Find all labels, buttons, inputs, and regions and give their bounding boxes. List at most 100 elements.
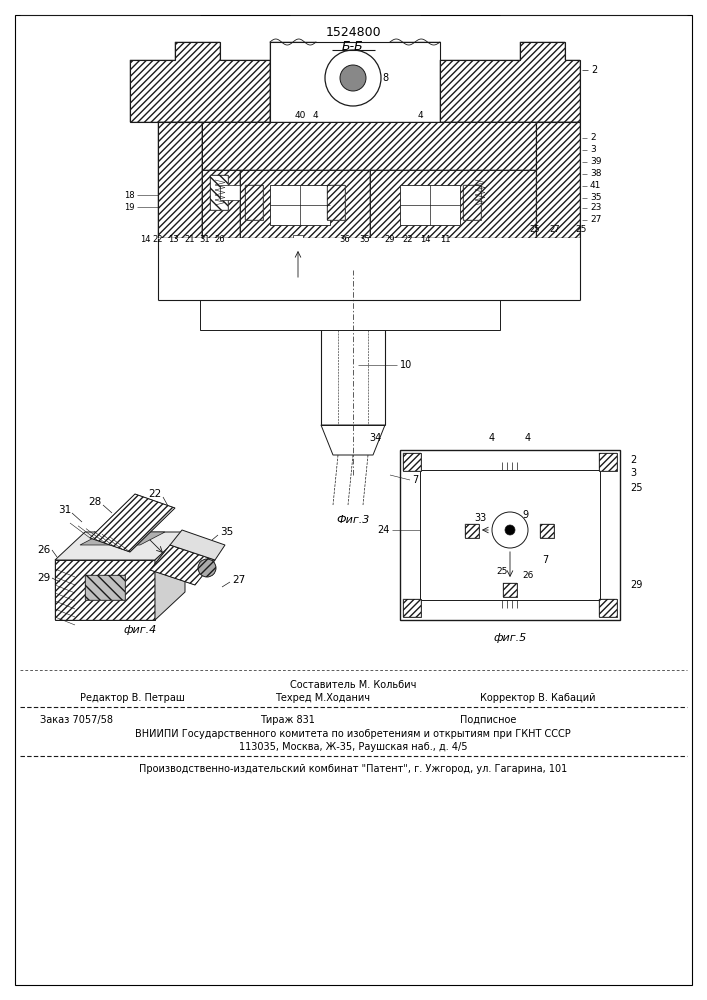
Polygon shape	[225, 270, 280, 300]
Text: 21: 21	[185, 235, 195, 244]
Polygon shape	[130, 42, 270, 122]
Bar	[400, 185, 460, 225]
Text: 39: 39	[590, 157, 602, 166]
Polygon shape	[321, 425, 385, 455]
Bar	[420, 470, 600, 600]
Text: 23: 23	[590, 204, 602, 213]
Text: 25: 25	[530, 226, 540, 234]
Text: 26: 26	[215, 235, 226, 244]
Text: 18: 18	[124, 190, 135, 200]
Text: Подписное: Подписное	[460, 715, 516, 725]
Bar	[465, 524, 479, 538]
Text: 33: 33	[474, 513, 486, 523]
Text: 3: 3	[590, 145, 596, 154]
Bar	[403, 453, 421, 471]
Polygon shape	[455, 238, 490, 270]
Text: Фиг.3: Фиг.3	[337, 515, 370, 525]
Text: 31: 31	[59, 505, 71, 515]
Bar	[403, 599, 421, 617]
Polygon shape	[536, 122, 580, 238]
Bar	[599, 599, 617, 617]
Bar	[403, 453, 421, 471]
Text: 3: 3	[630, 468, 636, 478]
Text: 35: 35	[220, 527, 233, 537]
Text: 7: 7	[412, 475, 418, 485]
Text: 1524800: 1524800	[325, 25, 381, 38]
Bar	[270, 185, 330, 225]
Text: 31: 31	[199, 235, 210, 244]
Text: 27: 27	[232, 575, 245, 585]
Text: 35: 35	[590, 194, 602, 202]
Circle shape	[253, 293, 261, 301]
Text: 29: 29	[385, 235, 395, 244]
Text: 2: 2	[591, 65, 597, 75]
Circle shape	[198, 559, 216, 577]
Polygon shape	[202, 122, 536, 170]
Polygon shape	[155, 532, 185, 620]
Bar	[245, 295, 270, 310]
Text: Б-Б: Б-Б	[342, 39, 364, 52]
Text: 113035, Москва, Ж-35, Раушская наб., д. 4/5: 113035, Москва, Ж-35, Раушская наб., д. …	[239, 742, 467, 752]
Text: фиг.5: фиг.5	[493, 633, 527, 643]
Text: 19: 19	[124, 202, 135, 212]
Polygon shape	[280, 238, 305, 280]
Bar	[465, 524, 479, 538]
Text: 8: 8	[382, 73, 388, 83]
Polygon shape	[440, 42, 580, 122]
Text: Заказ 7057/58: Заказ 7057/58	[40, 715, 113, 725]
Polygon shape	[55, 532, 185, 560]
Bar	[327, 185, 345, 220]
Bar	[293, 235, 303, 290]
Text: 36: 36	[339, 235, 351, 244]
Text: 4: 4	[312, 111, 318, 120]
Text: 29: 29	[630, 580, 643, 590]
Circle shape	[249, 289, 265, 305]
Bar	[540, 524, 554, 538]
Bar	[503, 583, 517, 597]
Text: 25: 25	[575, 226, 586, 234]
Polygon shape	[205, 240, 215, 260]
Polygon shape	[85, 575, 125, 600]
Text: 7: 7	[542, 555, 548, 565]
Bar	[270, 42, 440, 122]
Text: 22: 22	[403, 235, 414, 244]
Text: 4: 4	[417, 111, 423, 120]
Text: 10: 10	[400, 360, 412, 370]
Polygon shape	[170, 530, 225, 560]
Polygon shape	[240, 170, 370, 238]
Text: 22: 22	[153, 235, 163, 244]
Polygon shape	[210, 175, 228, 210]
Text: Производственно-издательский комбинат "Патент", г. Ужгород, ул. Гагарина, 101: Производственно-издательский комбинат "П…	[139, 764, 567, 774]
Bar	[599, 599, 617, 617]
Polygon shape	[390, 238, 440, 270]
Polygon shape	[90, 494, 175, 552]
Text: ВНИИПИ Государственного комитета по изобретениям и открытиям при ГКНТ СССР: ВНИИПИ Государственного комитета по изоб…	[135, 729, 571, 739]
Polygon shape	[150, 545, 215, 585]
Text: 2: 2	[630, 455, 636, 465]
Text: 25: 25	[496, 568, 508, 576]
Text: 34: 34	[370, 433, 382, 443]
Bar	[599, 453, 617, 471]
Polygon shape	[270, 42, 440, 122]
Text: Корректор В. Кабаций: Корректор В. Кабаций	[480, 693, 595, 703]
Text: 29: 29	[37, 573, 50, 583]
Polygon shape	[370, 170, 536, 238]
Circle shape	[340, 65, 366, 91]
Text: 35: 35	[360, 235, 370, 244]
Text: 41: 41	[590, 182, 602, 190]
Bar	[463, 185, 481, 220]
Text: Редактор В. Петраш: Редактор В. Петраш	[80, 693, 185, 703]
Text: 4: 4	[525, 433, 531, 443]
Text: 40: 40	[294, 111, 305, 120]
Text: 11: 11	[440, 235, 450, 244]
Text: 22: 22	[148, 489, 162, 499]
Text: 9: 9	[522, 510, 528, 520]
Text: 24: 24	[378, 525, 390, 535]
Circle shape	[505, 525, 515, 535]
Bar	[220, 185, 240, 200]
Bar	[540, 524, 554, 538]
Text: 14: 14	[420, 235, 431, 244]
Bar	[503, 583, 517, 597]
Text: 25: 25	[630, 483, 643, 493]
Text: 26: 26	[522, 570, 534, 580]
